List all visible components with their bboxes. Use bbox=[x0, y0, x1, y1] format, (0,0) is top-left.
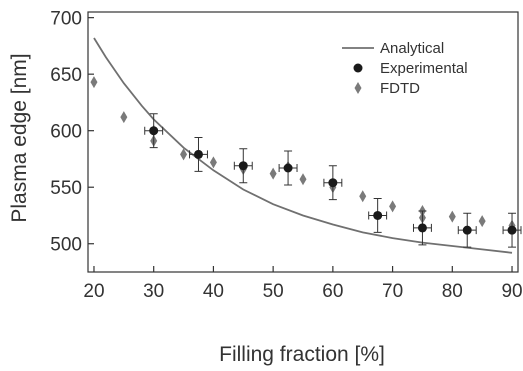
fdtd-point bbox=[448, 210, 456, 223]
x-tick-label: 40 bbox=[203, 281, 224, 302]
x-tick-label: 20 bbox=[83, 281, 104, 302]
fdtd-point bbox=[90, 76, 98, 89]
fdtd-point bbox=[389, 200, 397, 213]
y-tick-label: 650 bbox=[50, 65, 82, 86]
x-axis-title: Filling fraction [%] bbox=[219, 343, 385, 366]
experimental-point bbox=[462, 225, 472, 235]
analytical-curve bbox=[93, 37, 513, 254]
y-tick-label: 700 bbox=[50, 9, 82, 30]
fdtd-point bbox=[120, 111, 128, 124]
legend-circle-swatch bbox=[353, 63, 363, 73]
fdtd-point bbox=[269, 167, 277, 180]
experimental-point bbox=[193, 149, 203, 159]
plot-frame bbox=[87, 11, 519, 273]
experimental-point bbox=[149, 126, 159, 136]
experimental-point bbox=[417, 223, 427, 233]
experimental-point bbox=[373, 210, 383, 220]
series-layer bbox=[90, 37, 522, 254]
legend-label: FDTD bbox=[380, 80, 420, 97]
x-tick-label: 60 bbox=[322, 281, 343, 302]
experimental-point bbox=[328, 178, 338, 188]
x-tick-label: 30 bbox=[143, 281, 164, 302]
y-axis-title: Plasma edge [nm] bbox=[8, 53, 31, 222]
fdtd-point bbox=[180, 148, 188, 161]
experimental-point bbox=[238, 161, 248, 171]
legend: Analytical Experimental FDTD bbox=[342, 40, 468, 97]
fdtd-point bbox=[478, 215, 486, 228]
fdtd-point bbox=[209, 156, 217, 169]
fdtd-point bbox=[299, 173, 307, 186]
fdtd-point bbox=[359, 190, 367, 203]
axes-layer: 20 30 40 50 60 70 80 90 500 550 600 650 700 bbox=[50, 9, 522, 302]
y-tick-label: 600 bbox=[50, 122, 82, 143]
x-tick-label: 50 bbox=[263, 281, 284, 302]
y-tick-label: 500 bbox=[50, 235, 82, 256]
x-tick-label: 70 bbox=[382, 281, 403, 302]
experimental-point bbox=[507, 225, 517, 235]
experimental-point bbox=[283, 163, 293, 173]
x-tick-label: 90 bbox=[501, 281, 522, 302]
legend-label: Analytical bbox=[380, 40, 444, 57]
x-tick-label: 80 bbox=[442, 281, 463, 302]
y-tick-label: 550 bbox=[50, 178, 82, 199]
legend-diamond-swatch bbox=[354, 82, 362, 94]
legend-label: Experimental bbox=[380, 60, 468, 77]
